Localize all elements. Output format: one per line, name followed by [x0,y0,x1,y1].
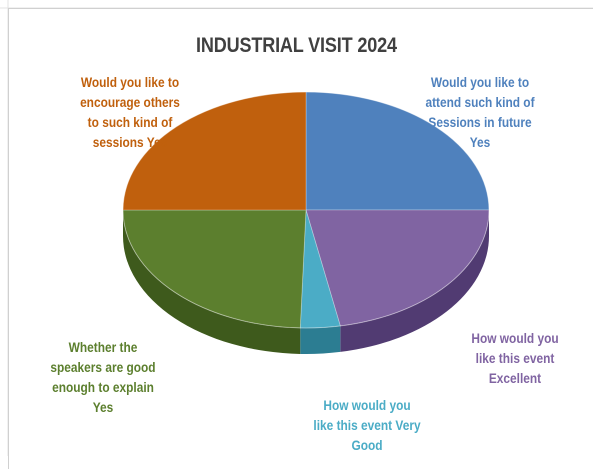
slice-label-line: to such kind of [87,114,173,130]
pie-chart [122,91,490,354]
slice-label-line: speakers are good [50,359,156,375]
slice-label-2: How would you like this event Very Good [303,395,431,455]
slice-label-line: like this event Very [313,417,421,433]
slice-label-line: sessions Yes [92,134,168,150]
slice-label-0: Would you like to attend such kind of Sess… [416,72,544,152]
pie-slice-4[interactable] [122,91,307,211]
pie-side-2 [300,325,341,354]
pie-slice-2[interactable] [299,209,341,329]
slice-label-line: enough to explain [52,379,154,395]
pie-rim [122,91,490,329]
slice-label-line: Sessions in future [428,114,532,130]
pie-slice-3[interactable] [122,209,307,329]
slice-label-line: Whether the [68,339,138,355]
slice-label-3: Whether the speakers are good enough to ex… [39,337,167,417]
slice-label-line: Yes [469,134,491,150]
pie-side-1 [340,210,489,352]
slice-label-4: Would you like to encourage others to such… [66,72,194,152]
slice-label-line: attend such kind of [425,94,535,110]
pie-slice-1[interactable] [305,209,490,327]
slice-label-line: Yes [92,399,114,415]
slice-label-line: encourage others [80,94,180,110]
slice-label-line: Excellent [488,370,542,386]
slice-label-1: How would you like this event Excellent [464,328,566,388]
pie-side-3 [123,210,301,354]
slice-label-line: Would you like to [430,74,530,90]
slice-label-line: Good [351,437,383,453]
pie-slice-0[interactable] [305,91,490,211]
slice-label-line: like this event [475,350,555,366]
slice-label-line: How would you [323,397,411,413]
chart-title: INDUSTRIAL VISIT 2024 [196,34,397,57]
slice-label-line: Would you like to [80,74,180,90]
slice-label-line: How would you [471,330,559,346]
